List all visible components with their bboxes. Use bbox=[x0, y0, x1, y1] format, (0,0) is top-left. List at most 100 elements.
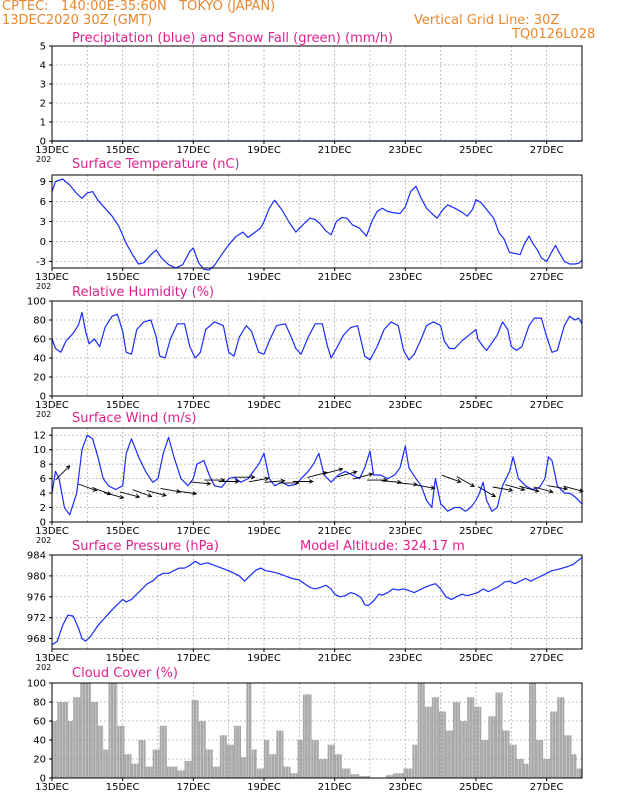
cloud-bar bbox=[467, 697, 475, 778]
cloud-bar bbox=[445, 730, 454, 778]
cloud-bar bbox=[502, 730, 510, 778]
wind-arrow-head bbox=[430, 485, 436, 490]
x-tick-label: 23DEC bbox=[388, 145, 422, 156]
wind-arrow bbox=[505, 484, 526, 492]
vertical-grid-note: Vertical Grid Line: 30Z bbox=[414, 13, 560, 28]
y-tick-label: 9 bbox=[40, 177, 46, 188]
cloud-bar bbox=[131, 763, 139, 778]
wind-arrow bbox=[456, 476, 475, 488]
cloud-bar bbox=[516, 759, 524, 778]
x-tick-label: 15DEC bbox=[106, 526, 140, 537]
y-tick-label: 0 bbox=[40, 774, 46, 785]
cloud-bar bbox=[205, 749, 213, 778]
wind-arrow-head bbox=[161, 492, 167, 497]
wind-arrow-head bbox=[250, 474, 256, 480]
cloud-bar bbox=[184, 760, 192, 778]
wind-arrow bbox=[477, 486, 497, 498]
year-fragment: 202 bbox=[36, 536, 51, 545]
wind-arrow-head bbox=[413, 482, 419, 487]
cloud-bar bbox=[438, 711, 446, 778]
wind-arrow-shaft bbox=[492, 486, 513, 491]
y-tick-label: 4 bbox=[40, 61, 46, 72]
y-tick-label: 3 bbox=[40, 80, 46, 91]
wind-arrow-shaft bbox=[563, 485, 583, 492]
wind-arrow bbox=[234, 474, 256, 480]
cloud-bar bbox=[359, 776, 370, 778]
cloud-bar bbox=[256, 768, 264, 778]
y-tick-label: 80 bbox=[33, 316, 46, 327]
x-tick-label: 13DEC bbox=[35, 782, 69, 793]
wind-arrow-head bbox=[147, 493, 153, 498]
x-tick-label: 13DEC bbox=[35, 400, 69, 411]
x-tick-label: 21DEC bbox=[318, 653, 352, 664]
cloud-bar bbox=[198, 721, 206, 778]
wind-arrow-head bbox=[338, 467, 344, 472]
wind-arrow bbox=[190, 481, 212, 486]
wind-arrow-head bbox=[563, 486, 569, 491]
cloud-bar bbox=[145, 766, 153, 778]
wind-arrow-head bbox=[508, 487, 514, 493]
cloud-bar bbox=[550, 711, 558, 778]
wind-arrow-shaft bbox=[176, 490, 197, 495]
wind-arrow-head bbox=[368, 472, 374, 477]
cloud-bar bbox=[152, 749, 160, 778]
x-tick-label: 21DEC bbox=[318, 272, 352, 283]
y-tick-label: 40 bbox=[33, 736, 46, 747]
wind-arrow-head bbox=[192, 491, 198, 496]
y-tick-label: 972 bbox=[27, 613, 46, 624]
y-tick-label: 80 bbox=[33, 698, 46, 709]
cloud-bar bbox=[276, 730, 284, 778]
cloud-bar bbox=[73, 697, 81, 778]
y-tick-label: 6 bbox=[40, 474, 46, 485]
wind-arrow bbox=[563, 485, 584, 493]
panel-4: 0 2 4 6 8 10 12 13DEC 15DEC 17DEC 19DEC 21DEC 23DEC 2… bbox=[33, 411, 584, 545]
y-tick-label: 2 bbox=[40, 99, 46, 110]
x-tick-label: 13DEC bbox=[35, 653, 69, 664]
panel-3: 0 20 40 60 80 100 13DEC 15DEC 17DEC 19DEC 21DEC 23D… bbox=[27, 285, 583, 419]
y-tick-label: 60 bbox=[33, 717, 46, 728]
x-tick-label: 23DEC bbox=[388, 653, 422, 664]
cloud-bar bbox=[412, 744, 418, 778]
cloud-bar bbox=[103, 749, 109, 778]
wind-arrow-head bbox=[548, 489, 554, 494]
x-tick-label: 17DEC bbox=[176, 145, 210, 156]
x-tick-label: 27DEC bbox=[530, 526, 564, 537]
x-tick-label: 27DEC bbox=[530, 782, 564, 793]
x-tick-label: 17DEC bbox=[176, 272, 210, 283]
cloud-bar bbox=[474, 706, 482, 778]
wind-arrow-head bbox=[119, 494, 125, 500]
y-tick-label: 100 bbox=[27, 679, 46, 690]
x-tick-label: 21DEC bbox=[318, 526, 352, 537]
wind-arrow bbox=[292, 479, 314, 484]
wind-arrow-head bbox=[234, 479, 240, 484]
y-tick-label: 2 bbox=[40, 503, 46, 514]
wind-arrow-shaft bbox=[190, 481, 211, 485]
cloud-bar bbox=[403, 768, 413, 778]
wind-arrow bbox=[441, 474, 462, 483]
panel-title: Surface Pressure (hPa) bbox=[72, 539, 219, 554]
cloud-bar bbox=[341, 768, 351, 778]
wind-arrow-head bbox=[491, 493, 497, 498]
cloud-bar bbox=[424, 706, 432, 778]
cloud-bar bbox=[67, 721, 74, 778]
series-line bbox=[51, 557, 583, 646]
x-tick-label: 23DEC bbox=[388, 272, 422, 283]
wind-arrow bbox=[176, 490, 198, 496]
cloud-bar bbox=[564, 735, 572, 778]
wind-arrow bbox=[492, 486, 514, 493]
y-tick-label: 5 bbox=[40, 42, 46, 53]
wind-arrow-head bbox=[578, 488, 584, 493]
x-tick-label: 25DEC bbox=[459, 526, 493, 537]
wind-arrow-shaft bbox=[119, 491, 140, 498]
cloud-bar bbox=[90, 702, 98, 778]
wind-arrow bbox=[337, 470, 358, 478]
station-title: CPTEC: 140:00E-35:60N TOKYO (JAPAN) bbox=[2, 0, 276, 14]
wind-arrow-shaft bbox=[414, 484, 435, 489]
wind-arrow bbox=[146, 490, 167, 497]
y-tick-label: -3 bbox=[36, 257, 46, 268]
cloud-bar bbox=[251, 749, 257, 778]
cloud-bar bbox=[212, 766, 220, 778]
panel-5: 968 972 976 980 984 13DEC 15DEC 17DEC 19DEC 21DEC… bbox=[27, 539, 583, 672]
x-tick-label: 17DEC bbox=[176, 782, 210, 793]
